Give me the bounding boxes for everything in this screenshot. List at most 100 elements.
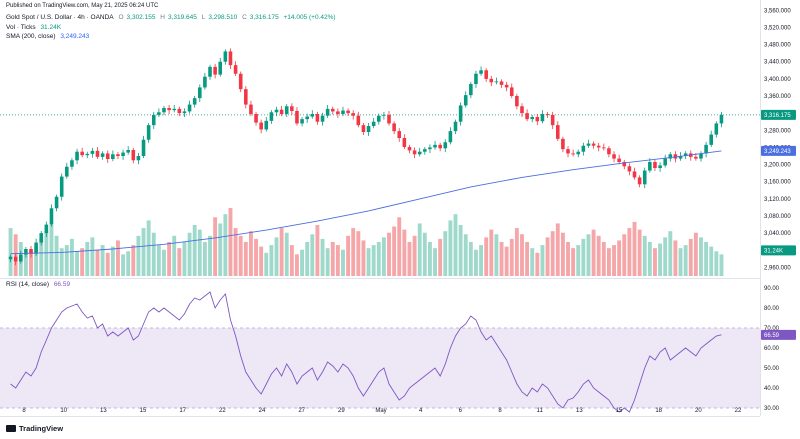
- price-axis-label: 3,280.000: [764, 128, 791, 134]
- volume-bar: [248, 231, 253, 276]
- volume-bar: [381, 237, 386, 276]
- ohlc-change: +14.005 (+0.42%): [283, 14, 336, 21]
- volume-bar: [213, 217, 218, 276]
- sma-label[interactable]: SMA (200, close): [6, 33, 56, 40]
- candle-body: [315, 114, 320, 122]
- candle-body: [448, 131, 453, 143]
- volume-bar: [489, 229, 494, 276]
- price-axis-label: 3,560.000: [764, 8, 791, 14]
- candle-body: [520, 106, 524, 114]
- volume-bar: [23, 254, 28, 276]
- candle-body: [59, 176, 64, 197]
- volume-bar: [479, 245, 484, 276]
- volume-bar: [274, 237, 279, 276]
- volume-bar: [223, 214, 228, 276]
- volume-bar: [704, 242, 709, 276]
- time-axis-label: 13: [576, 408, 583, 414]
- volume-bar: [438, 238, 443, 276]
- candle-body: [24, 249, 28, 255]
- volume-bar: [29, 251, 33, 276]
- volume-bar: [683, 245, 688, 276]
- volume-bar: [545, 237, 550, 276]
- candle-body: [320, 115, 325, 122]
- candle-body: [484, 70, 488, 79]
- time-axis-label: 6: [459, 408, 463, 414]
- candle-body: [336, 111, 340, 114]
- candle-body: [44, 224, 49, 234]
- candle-body: [18, 254, 23, 262]
- candle-body: [116, 154, 120, 156]
- volume-bar: [412, 235, 417, 276]
- candle-body: [382, 114, 386, 116]
- volume-bar: [601, 242, 606, 276]
- candle-body: [428, 147, 432, 150]
- volume-bar: [443, 231, 448, 276]
- volume-bar: [279, 228, 284, 276]
- candle-body: [218, 61, 223, 75]
- volume-bar: [693, 232, 698, 276]
- volume-bar: [637, 229, 642, 276]
- ohlc-open-label: O: [118, 14, 124, 21]
- volume-bar: [397, 217, 402, 276]
- candle-body: [417, 151, 422, 155]
- volume-bar: [197, 229, 202, 276]
- candle-body: [581, 145, 586, 152]
- rsi-line: [10, 291, 722, 413]
- volume-bar: [433, 248, 437, 276]
- volume-bar: [642, 235, 647, 276]
- candle-body: [157, 112, 161, 115]
- candle-body: [658, 165, 662, 168]
- candle-body: [714, 123, 719, 135]
- volume-label[interactable]: Vol · Ticks: [6, 24, 36, 31]
- rsi-label[interactable]: RSI (14, close): [6, 281, 49, 288]
- volume-bar: [254, 238, 258, 276]
- rsi-axis-label: 70.00: [764, 326, 780, 332]
- candle-body: [704, 144, 708, 154]
- candle-body: [131, 150, 136, 161]
- time-axis-label: 18: [655, 408, 662, 414]
- volume-bar: [632, 221, 637, 276]
- volume-bar: [520, 234, 524, 276]
- candle-body: [172, 108, 177, 111]
- candle-body: [515, 96, 519, 107]
- candle-body: [392, 123, 396, 132]
- volume-bar: [34, 246, 39, 276]
- candle-body: [571, 153, 575, 155]
- price-axis-label: 3,040.000: [764, 231, 791, 237]
- candle-body: [346, 110, 350, 114]
- volume-bar: [622, 234, 627, 276]
- volume-bar: [90, 237, 95, 276]
- candle-body: [192, 98, 197, 105]
- volume-bar: [85, 242, 90, 276]
- volume-bar: [269, 245, 274, 276]
- last-price-tag: 3,316.175: [764, 113, 791, 119]
- ohlc-low-label: L: [201, 14, 206, 21]
- candle-body: [376, 115, 381, 122]
- symbol-title[interactable]: Gold Spot / U.S. Dollar · 4h · OANDA: [6, 14, 114, 21]
- candle-body: [177, 108, 182, 114]
- candle-body: [85, 153, 90, 156]
- candle-body: [499, 81, 504, 85]
- candle-body: [136, 156, 141, 161]
- volume-bar: [653, 248, 657, 276]
- candle-body: [576, 151, 581, 155]
- candle-body: [463, 95, 468, 106]
- volume-bar: [714, 251, 719, 276]
- rsi-band: [0, 328, 760, 408]
- candle-body: [550, 114, 555, 126]
- candle-body: [13, 256, 18, 262]
- rsi-value: 66.59: [53, 281, 71, 288]
- volume-bar: [80, 248, 85, 276]
- volume-bar: [320, 238, 325, 276]
- volume-bar: [719, 254, 724, 276]
- volume-bar: [658, 243, 663, 276]
- candle-body: [433, 144, 437, 148]
- candle-body: [673, 154, 678, 159]
- candle-body: [290, 106, 294, 111]
- volume-bar: [407, 242, 412, 276]
- candle-body: [586, 143, 591, 146]
- volume-bar: [202, 242, 207, 276]
- volume-bar: [530, 248, 535, 276]
- candle-body: [351, 113, 356, 116]
